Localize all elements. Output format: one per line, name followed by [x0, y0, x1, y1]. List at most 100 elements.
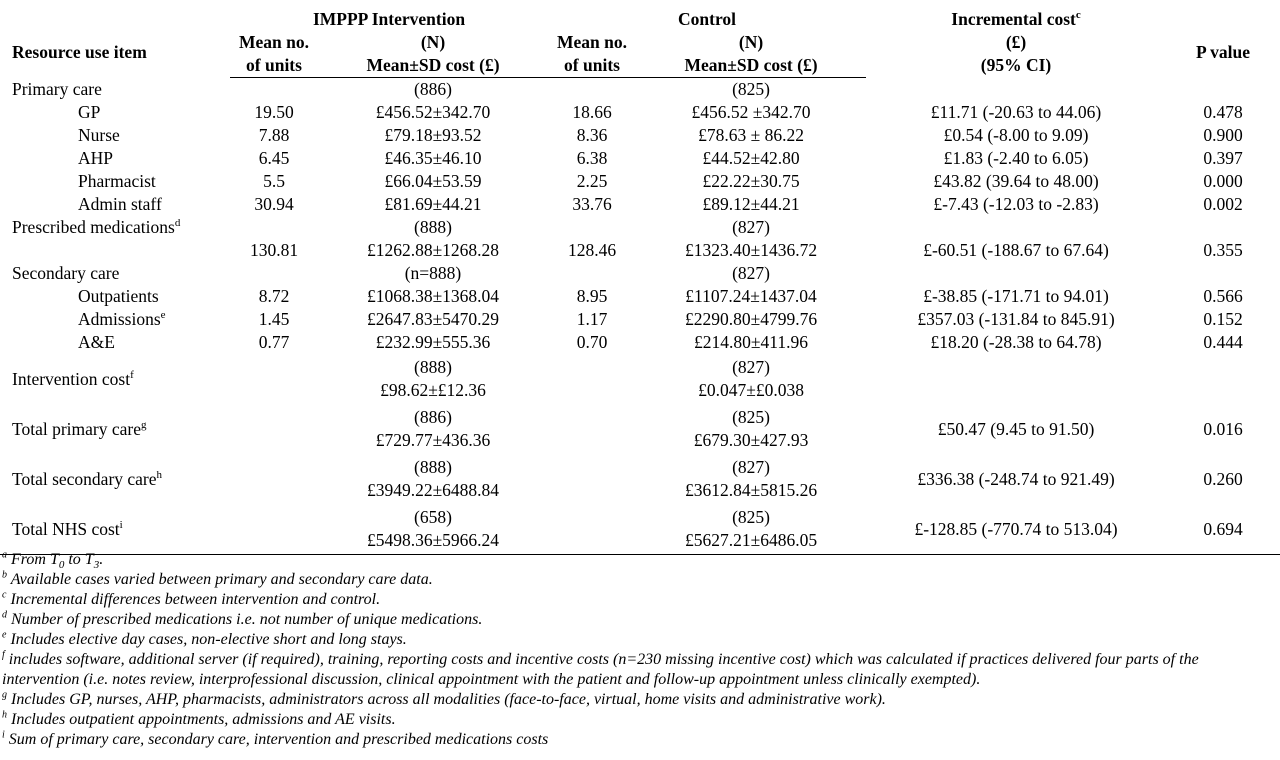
p-value: 0.016 — [1203, 418, 1243, 439]
table-row: Pharmacist 5.5 £66.04±53.59 2.25 £22.22±… — [0, 170, 1280, 193]
incremental-cost: £-38.85 (-171.71 to 94.01) — [923, 286, 1109, 306]
p-value: 0.900 — [1203, 125, 1243, 145]
header-pvalue: P value — [1196, 42, 1251, 63]
incremental-cost: £43.82 (39.64 to 48.00) — [933, 171, 1099, 191]
ctl-n: (825) — [732, 79, 770, 99]
incremental-cost: £11.71 (-20.63 to 44.06) — [930, 102, 1102, 122]
int-cost: £1262.88±1268.28 — [366, 240, 500, 260]
ctl-cost: £679.30±427.93 — [693, 430, 809, 450]
footnote-f: f includes software, additional server (… — [2, 649, 1199, 688]
incremental-cost: £1.83 (-2.40 to 6.05) — [943, 148, 1089, 168]
int-n: (n=888) — [404, 263, 462, 283]
ctl-n: (827) — [732, 357, 770, 377]
table-row: Total NHS costi (658) £5498.36±5966.24 (8… — [0, 504, 1280, 555]
footnote-d: d Number of prescribed medications i.e. … — [2, 609, 483, 628]
int-cost: £456.52±342.70 — [375, 102, 491, 122]
ctl-units: 1.17 — [576, 309, 608, 329]
table-row: 130.81 £1262.88±1268.28 128.46 £1323.40±… — [0, 239, 1280, 262]
ctl-n: (827) — [732, 217, 770, 237]
int-n: (886) — [414, 79, 452, 99]
header-control: Control — [678, 9, 737, 29]
p-value: 0.000 — [1203, 171, 1243, 191]
int-cost: £232.99±555.36 — [375, 332, 491, 352]
incremental-cost — [866, 354, 1166, 404]
p-value: 0.152 — [1203, 309, 1243, 329]
p-value: 0.260 — [1203, 468, 1243, 489]
int-cost: £729.77±436.36 — [375, 430, 491, 450]
header-row-columns: Mean no. of units (N) Mean±SD cost (£) Me… — [0, 31, 1280, 78]
int-units: 7.88 — [258, 125, 290, 145]
int-units: 5.5 — [263, 171, 285, 191]
footnotes: a From T0 to T3. b Available cases varie… — [2, 550, 1278, 750]
row-label: Prescribed medicationsd — [12, 217, 181, 237]
table-row: AHP 6.45 £46.35±46.10 6.38 £44.52±42.80 … — [0, 147, 1280, 170]
int-cost: £79.18±93.52 — [384, 125, 482, 145]
header-ctl-mean-units: Mean no. of units — [548, 31, 637, 78]
p-value: 0.694 — [1166, 504, 1280, 555]
header-ctl-mean-sd: Mean±SD cost (£) — [684, 55, 818, 75]
ctl-cost: £2290.80±4799.76 — [684, 309, 818, 329]
int-cost: £2647.83±5470.29 — [366, 309, 500, 329]
int-n: (888) — [414, 457, 452, 477]
row-label: Admissionse — [78, 309, 166, 329]
int-n: (658) — [414, 507, 452, 527]
incremental-cost: £-7.43 (-12.03 to -2.83) — [933, 194, 1099, 214]
footnote-i: i Sum of primary care, secondary care, i… — [2, 729, 549, 748]
row-label: Pharmacist — [78, 171, 156, 191]
ctl-cost: £89.12±44.21 — [702, 194, 800, 214]
header-resource: Resource use item — [12, 42, 147, 63]
ctl-cost: £214.80±411.96 — [694, 332, 808, 352]
int-cost: £3949.22±6488.84 — [366, 480, 500, 500]
footnote-mark: e — [160, 309, 166, 322]
int-n-cost: (888) £98.62±£12.36 — [318, 354, 548, 404]
int-n-cost: (658) £5498.36±5966.24 — [318, 504, 549, 555]
table-row: Primary care (886) (825) — [0, 78, 1280, 102]
int-units: 1.45 — [258, 309, 290, 329]
table-row: A&E 0.77 £232.99±555.36 0.70 £214.80±411… — [0, 331, 1280, 354]
table-row: Secondary care (n=888) (827) — [0, 262, 1280, 285]
int-n: (886) — [414, 407, 452, 427]
int-n: (888) — [414, 217, 452, 237]
int-units: 0.77 — [258, 332, 290, 352]
table-row: Admissionse 1.45 £2647.83±5470.29 1.17 £… — [0, 308, 1280, 331]
footnote-b: b Available cases varied between primary… — [2, 569, 433, 588]
ctl-units: 18.66 — [572, 102, 612, 122]
int-cost: £98.62±£12.36 — [380, 380, 486, 400]
incremental-cost: £18.20 (-28.38 to 64.78) — [930, 332, 1102, 352]
row-label: Nurse — [78, 125, 120, 145]
ctl-n-cost: (827) £0.047±£0.038 — [636, 354, 866, 404]
int-units: 19.50 — [254, 102, 294, 122]
header-incremental: Incremental costc (£) (95% CI) — [866, 8, 1166, 78]
header-int-mean-units: Mean no. of units — [230, 31, 318, 78]
footnote-mark: g — [141, 418, 147, 431]
incremental-cost: £357.03 (-131.84 to 845.91) — [917, 309, 1115, 329]
int-units: 130.81 — [249, 240, 299, 260]
ctl-units: 0.70 — [576, 332, 608, 352]
ctl-cost: £456.52 ±342.70 — [691, 102, 811, 122]
incremental-cost: £336.38 (-248.74 to 921.49) — [917, 468, 1115, 489]
footnote-mark: d — [174, 217, 181, 230]
ctl-cost: £5627.21±6486.05 — [684, 530, 818, 550]
incremental-cost: £-128.85 (-770.74 to 513.04) — [866, 504, 1167, 555]
ctl-cost: £78.63 ± 86.22 — [698, 125, 804, 145]
p-value: 0.355 — [1203, 240, 1243, 260]
incremental-cost: £0.54 (-8.00 to 9.09) — [943, 125, 1089, 145]
ctl-cost: £1107.24±1437.04 — [685, 286, 817, 306]
p-value — [1166, 354, 1280, 404]
row-label: GP — [78, 102, 101, 122]
header-int-mean-sd: Mean±SD cost (£) — [366, 55, 500, 75]
ctl-n: (825) — [732, 507, 770, 527]
ctl-cost: £44.52±42.80 — [702, 148, 800, 168]
table-row: Intervention costf (888) £98.62±£12.36 (8… — [0, 354, 1280, 404]
footnote-mark: i — [119, 518, 123, 531]
header-incremental-line2: (£) — [1005, 32, 1027, 52]
table-row: Nurse 7.88 £79.18±93.52 8.36 £78.63 ± 86… — [0, 124, 1280, 147]
row-label: Secondary care — [12, 263, 120, 283]
footnote-e: e Includes elective day cases, non-elect… — [2, 629, 407, 648]
ctl-units: 8.95 — [576, 286, 608, 306]
int-cost: £66.04±53.59 — [384, 171, 482, 191]
row-label: Total NHS costi — [0, 504, 230, 555]
p-value: 0.566 — [1203, 286, 1243, 306]
cost-table: Resource use item IMPPP Intervention Con… — [0, 8, 1280, 555]
